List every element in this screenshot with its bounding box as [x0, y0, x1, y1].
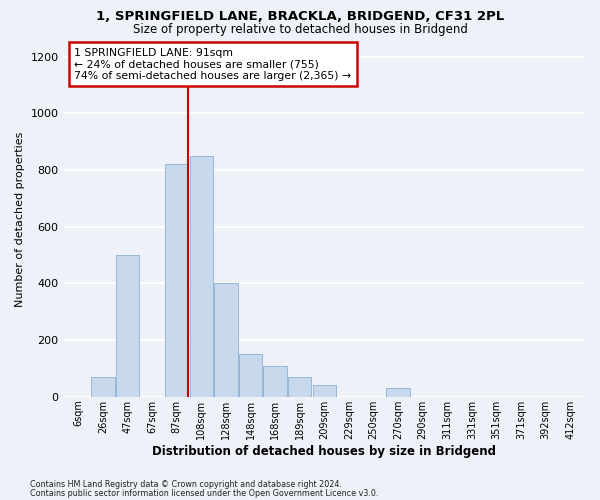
Bar: [263, 366, 287, 397]
Y-axis label: Number of detached properties: Number of detached properties: [15, 132, 25, 308]
Bar: [288, 377, 311, 397]
X-axis label: Distribution of detached houses by size in Bridgend: Distribution of detached houses by size …: [152, 444, 496, 458]
Text: 1, SPRINGFIELD LANE, BRACKLA, BRIDGEND, CF31 2PL: 1, SPRINGFIELD LANE, BRACKLA, BRIDGEND, …: [96, 10, 504, 23]
Text: Contains HM Land Registry data © Crown copyright and database right 2024.: Contains HM Land Registry data © Crown c…: [30, 480, 342, 489]
Bar: [239, 354, 262, 397]
Bar: [190, 156, 213, 397]
Bar: [91, 377, 115, 397]
Text: Size of property relative to detached houses in Bridgend: Size of property relative to detached ho…: [133, 22, 467, 36]
Bar: [116, 255, 139, 397]
Bar: [386, 388, 410, 397]
Bar: [214, 284, 238, 397]
Bar: [313, 386, 336, 397]
Text: 1 SPRINGFIELD LANE: 91sqm
← 24% of detached houses are smaller (755)
74% of semi: 1 SPRINGFIELD LANE: 91sqm ← 24% of detac…: [74, 48, 351, 81]
Text: Contains public sector information licensed under the Open Government Licence v3: Contains public sector information licen…: [30, 488, 379, 498]
Bar: [165, 164, 188, 397]
